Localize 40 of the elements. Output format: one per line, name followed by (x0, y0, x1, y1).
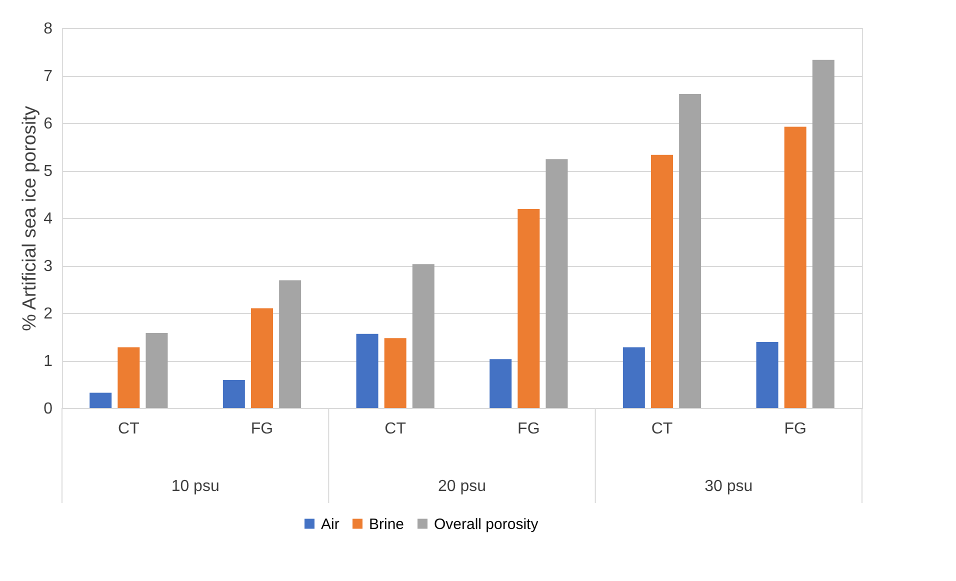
y-tick-label: 2 (44, 306, 53, 322)
x-tick-label: FG (518, 420, 540, 438)
bar (90, 392, 112, 408)
text: 20 psu (438, 478, 486, 495)
y-tick-label: 3 (44, 258, 53, 275)
bar (651, 154, 673, 408)
bar (812, 60, 834, 408)
bar (251, 308, 273, 408)
legend-label: Brine (369, 516, 404, 533)
bar (518, 208, 540, 408)
bar (784, 126, 806, 408)
y-tick-label: 5 (44, 163, 53, 180)
bar (222, 380, 245, 408)
y-tick-label: 8 (44, 20, 53, 38)
text: 10 psu (171, 478, 220, 495)
bar (756, 342, 778, 408)
bar (279, 280, 302, 408)
legend-label: Overall porosity (434, 516, 539, 533)
bar (146, 332, 168, 408)
bar (622, 347, 645, 408)
y-tick-label: 0 (44, 400, 53, 418)
x-tick-label: FG (250, 420, 274, 438)
legend-label: Air (321, 516, 340, 533)
bar (118, 347, 140, 408)
y-tick-label: 1 (44, 353, 53, 370)
bar (356, 334, 378, 408)
bar (546, 159, 568, 408)
bar (384, 338, 406, 408)
y-tick-label: 7 (44, 68, 53, 85)
x-tick-label: CT (384, 420, 406, 438)
y-tick-label: 6 (44, 116, 53, 132)
text: 30 psu (704, 478, 753, 495)
bar (490, 359, 512, 408)
y-axis-title: % Artificial sea ice porosity (20, 106, 41, 331)
bar (412, 264, 434, 408)
x-tick-label: FG (784, 420, 806, 438)
x-tick-label: CT (651, 420, 673, 438)
y-tick-label: 4 (44, 210, 53, 228)
bar (679, 94, 702, 408)
x-tick-label: CT (118, 420, 140, 438)
